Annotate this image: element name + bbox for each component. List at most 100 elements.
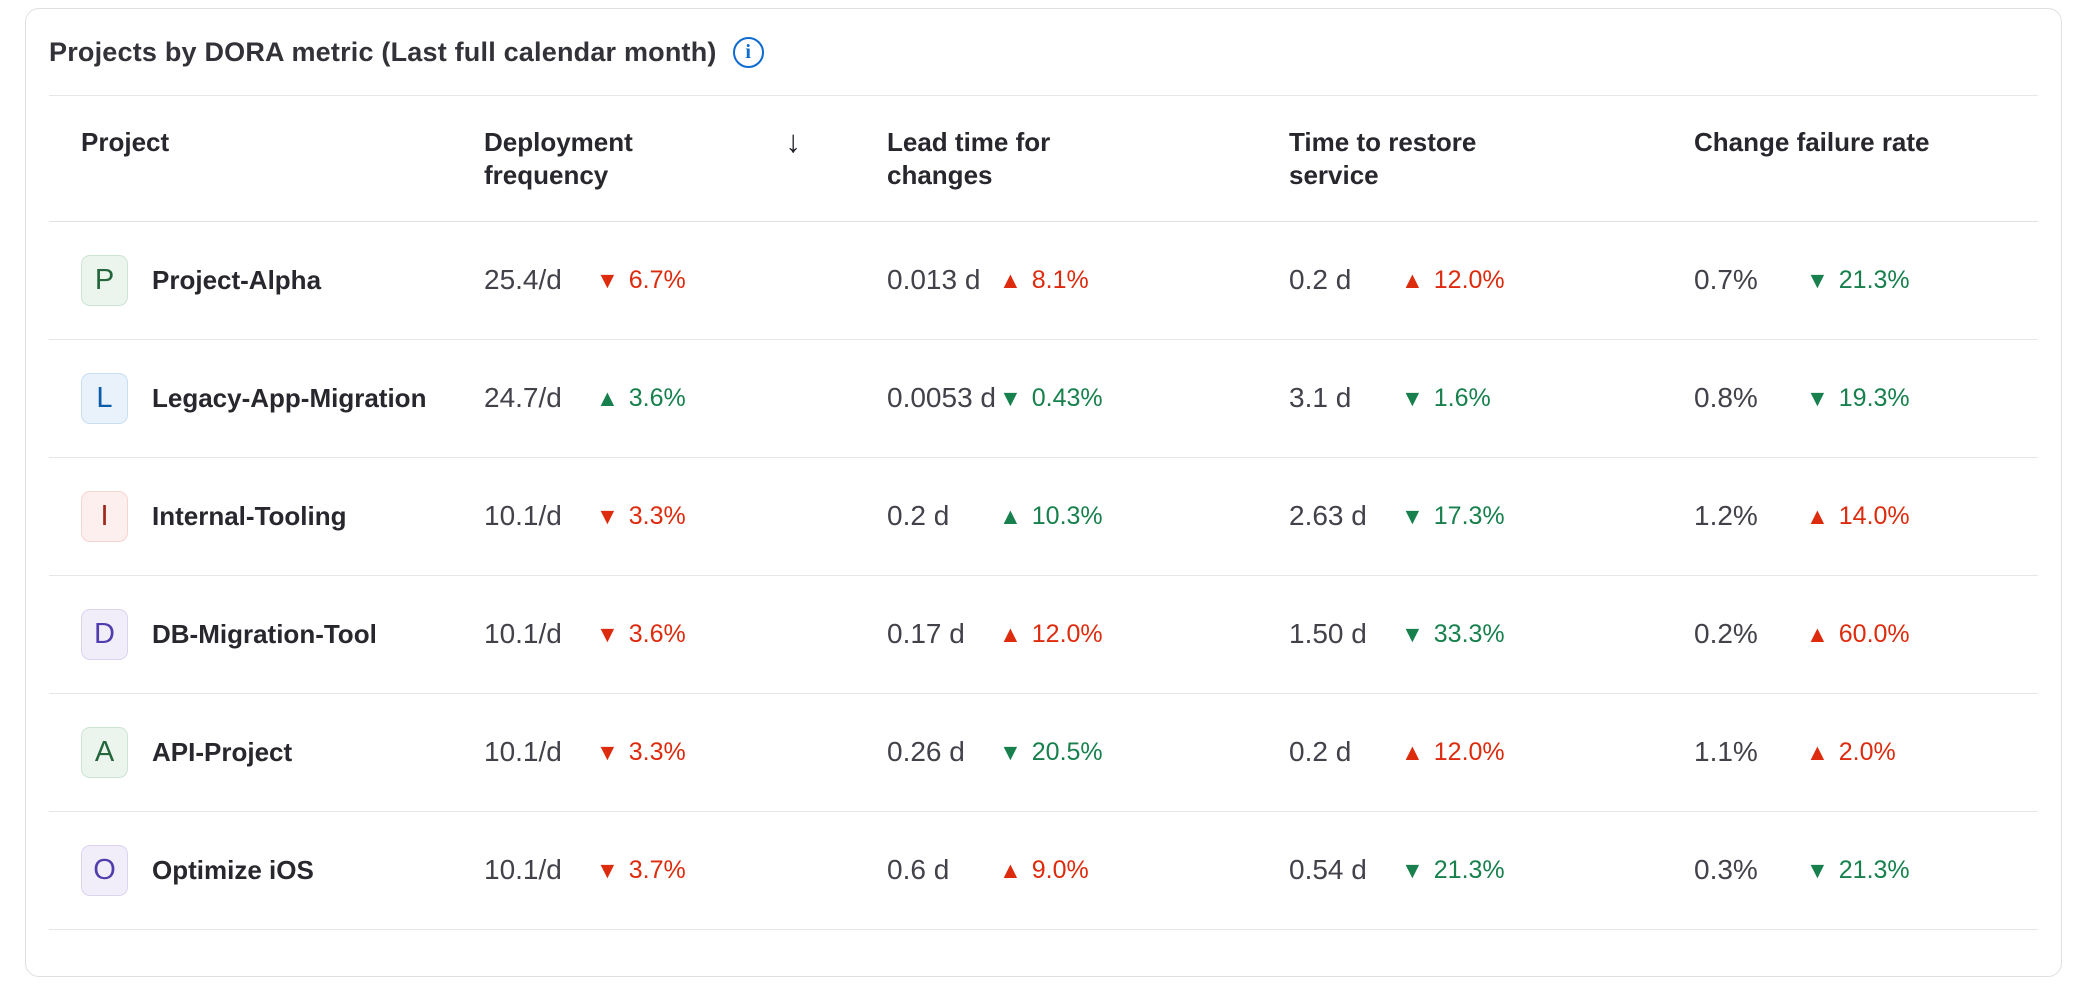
metric-value: 25.4/d	[484, 264, 562, 296]
metric-trend: ▲ 2.0%	[1806, 738, 1896, 767]
trend-percent: 9.0%	[1031, 855, 1089, 884]
trend-arrow-icon: ▲	[1806, 502, 1829, 529]
trend-percent: 21.3%	[1433, 855, 1505, 884]
trend-arrow-icon: ▼	[1806, 266, 1829, 293]
project-cell: I Internal-Tooling	[49, 490, 452, 542]
metric-trend: ▲ 3.6%	[596, 384, 686, 413]
trend-arrow-icon: ▼	[999, 738, 1022, 765]
metric-value: 1.50 d	[1289, 618, 1367, 650]
project-cell: O Optimize iOS	[49, 844, 452, 896]
time-to-restore-cell: 0.54 d ▼ 21.3%	[1257, 854, 1662, 886]
metric-trend: ▼ 1.6%	[1401, 384, 1491, 413]
change-failure-rate-cell: 1.2% ▲ 14.0%	[1662, 500, 2038, 532]
lead-time-cell: 0.013 d ▲ 8.1%	[855, 264, 1257, 296]
column-header-label: Deployment frequency	[484, 127, 633, 191]
table-header-row: Project Deployment frequency ↓ Lead time…	[49, 96, 2038, 222]
metric-trend: ▲ 14.0%	[1806, 502, 1910, 531]
metric-trend: ▲ 10.3%	[999, 502, 1103, 531]
column-header-project[interactable]: Project	[49, 96, 452, 221]
metric-value: 1.2%	[1694, 500, 1758, 532]
deployment-frequency-cell: 10.1/d ▼ 3.3%	[452, 500, 855, 532]
dora-metrics-card: Projects by DORA metric (Last full calen…	[25, 8, 2062, 977]
trend-arrow-icon: ▲	[1401, 738, 1424, 765]
deployment-frequency-cell: 10.1/d ▼ 3.7%	[452, 854, 855, 886]
trend-percent: 3.3%	[628, 737, 686, 766]
info-icon[interactable]: i	[732, 36, 764, 68]
trend-arrow-icon: ▼	[596, 856, 619, 883]
metric-value: 10.1/d	[484, 618, 562, 650]
table-row[interactable]: P Project-Alpha 25.4/d ▼ 6.7% 0.013 d ▲ …	[49, 222, 2038, 340]
trend-arrow-icon: ▼	[596, 266, 619, 293]
metric-value: 0.3%	[1694, 854, 1758, 886]
sort-descending-icon: ↓	[785, 124, 802, 159]
trend-arrow-icon: ▼	[596, 738, 619, 765]
trend-percent: 10.3%	[1031, 501, 1103, 530]
metric-trend: ▼ 3.3%	[596, 502, 686, 531]
metric-value: 0.013 d	[887, 264, 981, 296]
trend-arrow-icon: ▼	[1806, 856, 1829, 883]
metric-value: 0.8%	[1694, 382, 1758, 414]
trend-percent: 14.0%	[1838, 501, 1910, 530]
column-header-lead-time[interactable]: Lead time for changes	[855, 96, 1257, 221]
trend-arrow-icon: ▲	[596, 384, 619, 411]
metric-trend: ▼ 19.3%	[1806, 384, 1910, 413]
table-row[interactable]: D DB-Migration-Tool 10.1/d ▼ 3.6% 0.17 d…	[49, 576, 2038, 694]
column-header-label: Time to restore service	[1289, 127, 1477, 191]
metric-trend: ▲ 12.0%	[1401, 738, 1505, 767]
time-to-restore-cell: 3.1 d ▼ 1.6%	[1257, 382, 1662, 414]
metric-trend: ▼ 3.6%	[596, 620, 686, 649]
trend-arrow-icon: ▲	[1401, 266, 1424, 293]
lead-time-cell: 0.2 d ▲ 10.3%	[855, 500, 1257, 532]
time-to-restore-cell: 0.2 d ▲ 12.0%	[1257, 264, 1662, 296]
column-header-label: Lead time for changes	[887, 127, 1051, 191]
metric-value: 0.26 d	[887, 736, 965, 768]
column-header-label: Change failure rate	[1694, 127, 1930, 157]
trend-percent: 21.3%	[1838, 855, 1910, 884]
trend-arrow-icon: ▼	[596, 620, 619, 647]
trend-percent: 60.0%	[1838, 619, 1910, 648]
change-failure-rate-cell: 0.8% ▼ 19.3%	[1662, 382, 2038, 414]
trend-percent: 21.3%	[1838, 265, 1910, 294]
trend-arrow-icon: ▼	[1401, 502, 1424, 529]
metric-value: 0.2 d	[1289, 736, 1352, 768]
trend-arrow-icon: ▲	[999, 856, 1022, 883]
column-header-time-to-restore[interactable]: Time to restore service	[1257, 96, 1662, 221]
table-row[interactable]: A API-Project 10.1/d ▼ 3.3% 0.26 d ▼ 20.…	[49, 694, 2038, 812]
trend-percent: 3.3%	[628, 501, 686, 530]
table-row[interactable]: I Internal-Tooling 10.1/d ▼ 3.3% 0.2 d ▲…	[49, 458, 2038, 576]
table-row[interactable]: L Legacy-App-Migration 24.7/d ▲ 3.6% 0.0…	[49, 340, 2038, 458]
change-failure-rate-cell: 0.3% ▼ 21.3%	[1662, 854, 2038, 886]
trend-percent: 8.1%	[1031, 265, 1089, 294]
project-avatar-badge: L	[81, 372, 128, 424]
metric-trend: ▼ 3.3%	[596, 738, 686, 767]
metric-value: 2.63 d	[1289, 500, 1367, 532]
trend-arrow-icon: ▼	[1401, 856, 1424, 883]
project-cell: P Project-Alpha	[49, 254, 452, 306]
trend-percent: 12.0%	[1433, 737, 1505, 766]
metric-value: 10.1/d	[484, 736, 562, 768]
trend-arrow-icon: ▲	[999, 266, 1022, 293]
metric-value: 0.6 d	[887, 854, 950, 886]
column-header-deployment-frequency[interactable]: Deployment frequency ↓	[452, 96, 855, 221]
column-header-label: Project	[81, 127, 170, 157]
metric-value: 10.1/d	[484, 854, 562, 886]
table-row[interactable]: O Optimize iOS 10.1/d ▼ 3.7% 0.6 d ▲ 9.0…	[49, 812, 2038, 930]
trend-percent: 17.3%	[1433, 501, 1505, 530]
metric-trend: ▼ 21.3%	[1806, 856, 1910, 885]
trend-arrow-icon: ▼	[596, 502, 619, 529]
column-header-change-failure-rate[interactable]: Change failure rate	[1662, 96, 2038, 221]
metric-value: 10.1/d	[484, 500, 562, 532]
change-failure-rate-cell: 0.7% ▼ 21.3%	[1662, 264, 2038, 296]
trend-percent: 12.0%	[1433, 265, 1505, 294]
project-avatar-badge: O	[81, 844, 128, 896]
metric-trend: ▼ 33.3%	[1401, 620, 1505, 649]
table-body: P Project-Alpha 25.4/d ▼ 6.7% 0.013 d ▲ …	[49, 222, 2038, 930]
lead-time-cell: 0.17 d ▲ 12.0%	[855, 618, 1257, 650]
metric-value: 24.7/d	[484, 382, 562, 414]
metric-trend: ▼ 20.5%	[999, 738, 1103, 767]
time-to-restore-cell: 2.63 d ▼ 17.3%	[1257, 500, 1662, 532]
lead-time-cell: 0.0053 d ▼ 0.43%	[855, 382, 1257, 414]
project-avatar-badge: A	[81, 726, 128, 778]
card-title: Projects by DORA metric (Last full calen…	[49, 36, 717, 67]
metric-trend: ▼ 0.43%	[999, 384, 1103, 413]
